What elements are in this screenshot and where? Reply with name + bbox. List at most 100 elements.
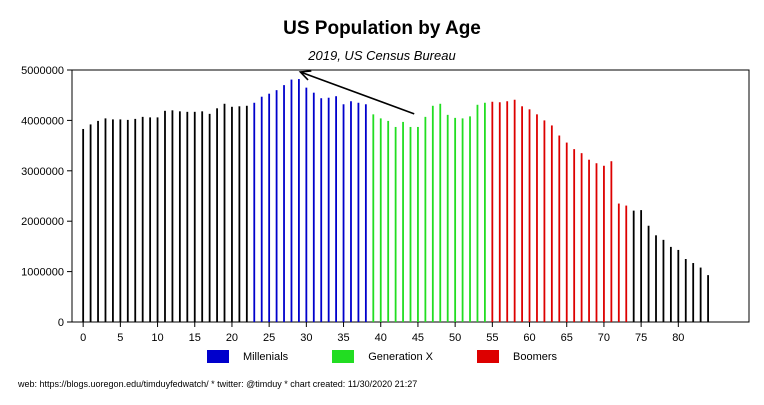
bar-age-24 [260, 96, 263, 323]
bar-age-25 [268, 93, 271, 322]
bar-age-41 [387, 120, 390, 323]
y-tick-label: 5000000 [21, 65, 64, 77]
bar-age-15 [193, 111, 196, 322]
y-tick-label: 2000000 [21, 216, 64, 228]
bar-age-49 [446, 114, 449, 322]
bar-age-7 [134, 118, 137, 322]
arrow-head [298, 70, 312, 81]
bar-age-33 [327, 97, 330, 322]
x-tick-label: 30 [300, 332, 312, 344]
bar-age-61 [536, 114, 538, 322]
x-tick-label: 5 [117, 332, 123, 344]
bar-age-26 [275, 90, 278, 322]
legend-label-boomers: Boomers [513, 350, 558, 363]
bar-age-71 [610, 161, 613, 322]
legend-item-boomers: Boomers [477, 350, 557, 363]
bar-group [82, 79, 709, 323]
bar-age-72 [617, 203, 620, 322]
bar-age-6 [126, 119, 129, 323]
bar-age-23 [253, 102, 256, 322]
x-tick-label: 60 [523, 332, 535, 344]
x-tick-label: 55 [486, 332, 498, 344]
bar-age-5 [119, 119, 122, 322]
bar-age-19 [223, 103, 226, 323]
chart-subtitle: 2019, US Census Bureau [308, 48, 456, 63]
x-tick-label: 40 [375, 332, 387, 344]
legend-swatch-boomers [477, 350, 500, 363]
bar-age-63 [550, 125, 553, 322]
x-tick-label: 80 [672, 332, 684, 344]
bar-age-45 [417, 126, 419, 322]
bar-age-31 [312, 92, 315, 323]
x-tick-label: 65 [561, 332, 573, 344]
bar-age-39 [372, 114, 375, 322]
bar-age-22 [245, 105, 248, 322]
bar-age-35 [342, 104, 345, 323]
bar-age-14 [186, 111, 189, 322]
bar-age-29 [298, 79, 300, 322]
bar-age-58 [513, 99, 516, 323]
bar-age-16 [201, 111, 204, 322]
y-axis: 0 1000000 2000000 3000000 4000000 5000000 [21, 65, 72, 329]
bar-age-60 [528, 109, 531, 322]
x-tick-label: 75 [635, 332, 647, 344]
bar-age-68 [588, 159, 590, 322]
x-tick-label: 35 [337, 332, 349, 344]
bar-age-78 [662, 239, 665, 322]
x-tick-label: 70 [598, 332, 610, 344]
bar-age-48 [439, 103, 442, 323]
bar-age-50 [454, 117, 457, 322]
bar-age-12 [171, 110, 174, 322]
x-tick-label: 15 [189, 332, 201, 344]
footer-credits: web: https://blogs.uoregon.edu/timduyfed… [18, 379, 418, 389]
bar-age-37 [357, 102, 360, 322]
y-tick-label: 0 [58, 317, 64, 329]
bar-age-1 [89, 124, 92, 323]
bar-age-18 [216, 108, 218, 322]
bar-age-30 [305, 87, 308, 322]
arrow-shaft [300, 71, 415, 115]
bar-age-3 [104, 118, 107, 322]
bar-age-55 [491, 101, 494, 322]
bar-age-76 [647, 225, 650, 322]
bar-age-84 [707, 275, 709, 322]
x-tick-label: 10 [151, 332, 163, 344]
bar-age-47 [431, 105, 434, 322]
bar-age-80 [677, 249, 680, 322]
bar-age-4 [112, 119, 114, 322]
y-tick-label: 4000000 [21, 115, 64, 127]
bar-age-32 [320, 98, 323, 322]
bar-age-73 [625, 205, 628, 322]
bar-age-10 [156, 117, 159, 322]
bar-age-62 [543, 120, 546, 323]
x-tick-label: 20 [226, 332, 238, 344]
legend-label-generation-x: Generation X [368, 350, 434, 363]
bar-age-36 [350, 101, 352, 322]
bar-age-51 [461, 118, 464, 322]
bar-age-38 [364, 104, 367, 323]
bar-age-40 [379, 118, 382, 322]
bar-age-59 [521, 106, 523, 322]
bar-age-74 [632, 210, 635, 322]
legend-swatch-millenials [206, 350, 229, 363]
bar-age-64 [558, 135, 561, 322]
bar-age-82 [692, 263, 695, 322]
x-tick-label: 25 [263, 332, 275, 344]
bar-age-65 [565, 142, 568, 322]
bar-age-13 [178, 111, 181, 322]
bar-age-75 [640, 210, 643, 322]
bar-age-77 [655, 235, 657, 322]
bar-age-28 [290, 79, 293, 322]
bar-age-2 [97, 120, 99, 323]
bar-age-27 [283, 85, 285, 323]
legend-item-generation-x: Generation X [332, 350, 433, 363]
bar-age-70 [603, 165, 605, 322]
bar-age-46 [424, 116, 427, 323]
bar-age-44 [409, 126, 412, 322]
legend-item-millenials: Millenials [206, 350, 288, 363]
bar-age-34 [335, 96, 337, 323]
legend: Millenials Generation X Boomers [0, 350, 764, 363]
bar-age-57 [506, 101, 509, 322]
bar-age-67 [580, 153, 583, 322]
